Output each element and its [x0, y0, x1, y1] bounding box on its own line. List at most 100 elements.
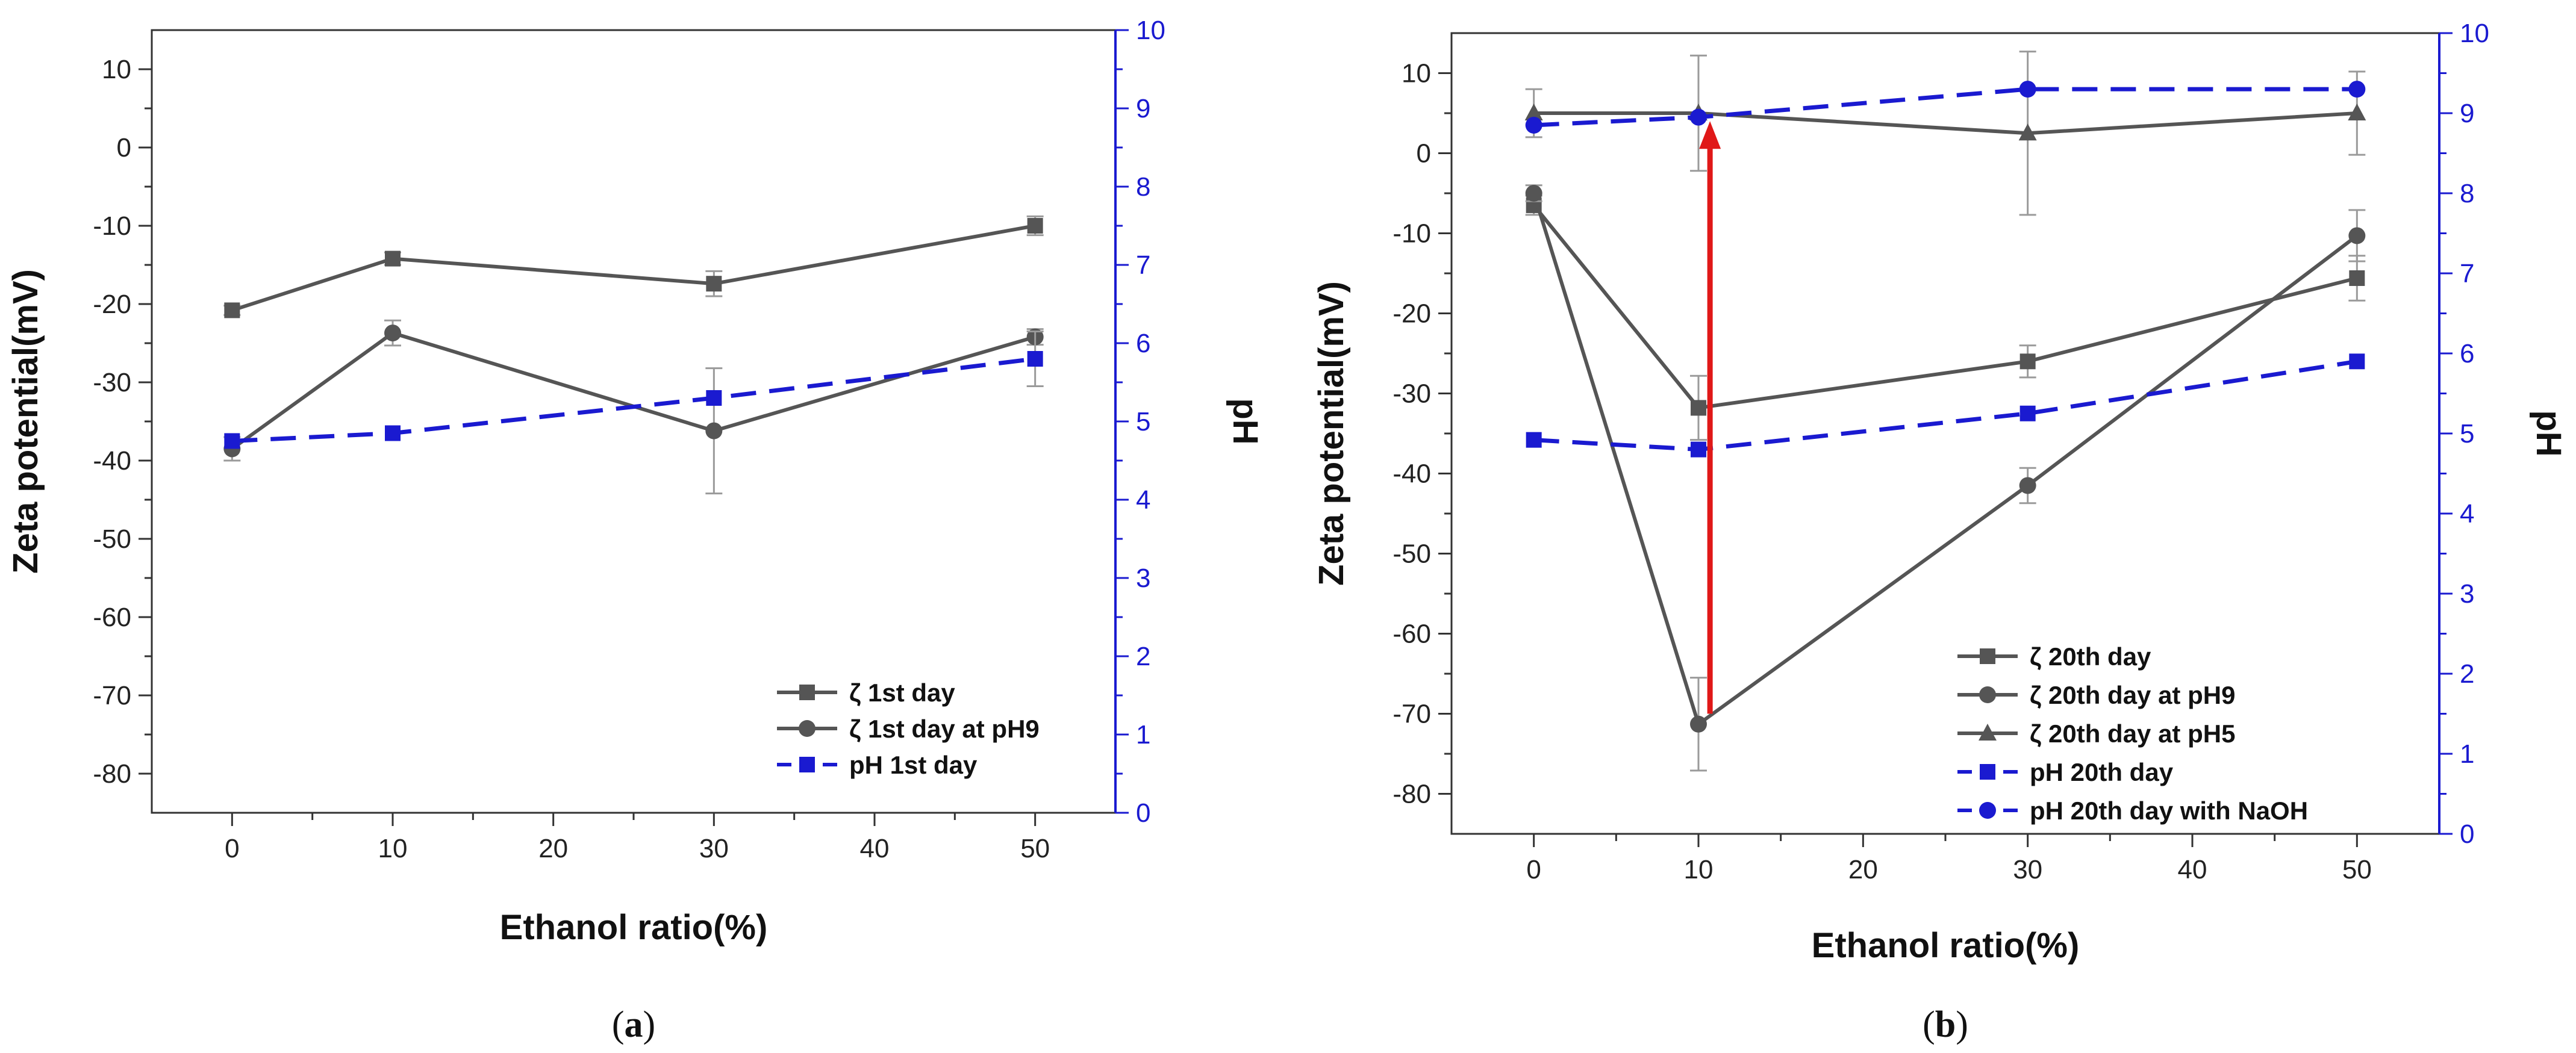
legend-label: ζ 20th day [2030, 642, 2151, 671]
series-2 [224, 331, 1044, 449]
y-right-tick-label: 2 [2460, 659, 2474, 689]
series-line [232, 356, 1036, 443]
series-0 [1525, 194, 2366, 441]
x-tick-label: 10 [378, 834, 408, 863]
plot-frame [1450, 32, 2440, 835]
y-right-tick-label: 1 [1136, 720, 1150, 750]
panel-caption: (b) [1923, 1004, 1968, 1045]
legend-label: ζ 1st day [849, 679, 955, 707]
y-tick-label: -60 [1392, 620, 1431, 649]
legend-label: ζ 20th day at pH5 [2030, 719, 2235, 748]
caption-letter: a [625, 1004, 643, 1045]
y-right-tick-label: 6 [2460, 339, 2474, 368]
y-right-tick-label: 7 [1136, 250, 1150, 280]
legend-marker [1979, 724, 1997, 741]
x-tick-label: 0 [1526, 855, 1541, 884]
y-tick-label: -10 [1392, 219, 1431, 249]
y-tick-label: -70 [1392, 700, 1431, 729]
data-point [1525, 185, 1542, 202]
data-point [1027, 218, 1043, 234]
x-tick-label: 40 [2178, 855, 2207, 884]
y-tick-label: -80 [93, 759, 131, 789]
series-line [1532, 193, 2359, 727]
y-right-tick-label: 9 [1136, 94, 1150, 123]
series-line [1533, 111, 2357, 135]
y-tick-label: -50 [93, 524, 131, 554]
y-tick-label: -20 [93, 290, 131, 319]
legend-marker [1980, 648, 1995, 664]
data-point [2019, 81, 2036, 98]
y-tick-label: -70 [93, 681, 131, 710]
y-axis-title-right: pH [1226, 398, 1265, 444]
data-point [1690, 108, 1707, 126]
series-2 [1524, 51, 2366, 216]
series-0 [223, 215, 1044, 318]
y-right-tick-label: 10 [2460, 19, 2489, 48]
y-right-tick-label: 4 [1136, 485, 1150, 515]
red-arrow-head [1699, 121, 1721, 149]
y-right-tick-label: 4 [2460, 499, 2474, 529]
y-axis-title: Zeta potential(mV) [1312, 281, 1351, 586]
legend-marker [1980, 764, 1995, 780]
caption-letter: b [1935, 1004, 1956, 1045]
data-point [2349, 270, 2365, 286]
y-tick-label: -40 [1392, 459, 1431, 489]
plot-frame [151, 29, 1117, 814]
data-point [1691, 400, 1706, 416]
legend-item: ζ 20th day at pH5 [1957, 719, 2235, 748]
data-point [2348, 227, 2366, 244]
legend-label: pH 1st day [849, 751, 978, 779]
series-line [1533, 359, 2357, 452]
series-1 [1525, 184, 2366, 772]
series-group [1524, 51, 2366, 772]
y-tick-label: -30 [1392, 379, 1431, 409]
y-tick-label: 0 [117, 133, 131, 163]
x-tick-label: 40 [860, 834, 890, 863]
chart-panel-a: 0 10 20 30 40 50 100-10-20-30-40-50-60-70-80 … [6, 16, 1265, 1045]
y-right-tick-label: 3 [1136, 564, 1150, 593]
y-axis-title: Zeta potential(mV) [6, 269, 45, 574]
data-point [1525, 116, 1542, 134]
data-point [706, 390, 722, 406]
x-ticks: 0 10 20 30 40 50 [225, 813, 1050, 863]
legend-item: pH 20th day [1957, 758, 2174, 786]
y-right-tick-label: 5 [2460, 419, 2474, 449]
caption-open: ( [1923, 1004, 1935, 1045]
y-axis-title-right: pH [2529, 410, 2568, 456]
x-tick-label: 10 [1684, 855, 1714, 884]
data-point [2019, 353, 2036, 370]
y-right-tick-label: 2 [1136, 642, 1150, 671]
y-tick-label: 0 [1417, 139, 1431, 169]
caption-close: ) [643, 1004, 656, 1045]
legend-label: ζ 20th day at pH9 [2030, 681, 2235, 709]
data-point [224, 433, 240, 449]
legend: ζ 1st day ζ 1st day at pH9 pH 1st day [777, 679, 1040, 779]
legend-label: pH 20th day with NaOH [2030, 797, 2308, 825]
legend-label: ζ 1st day at pH9 [849, 715, 1040, 743]
y-tick-label: -80 [1392, 780, 1431, 809]
y-right-tick-label: 8 [2460, 179, 2474, 208]
y-right-tick-label: 6 [1136, 329, 1150, 358]
x-tick-label: 0 [225, 834, 239, 863]
caption-open: ( [612, 1004, 625, 1045]
y-right-tick-label: 9 [2460, 99, 2474, 128]
y-tick-label: -20 [1392, 299, 1431, 329]
series-group [223, 215, 1044, 495]
legend-item: pH 1st day [777, 751, 978, 779]
y-right-tick-label: 7 [2460, 259, 2474, 288]
legend-marker [799, 720, 816, 737]
series-line [1532, 204, 2358, 410]
y-tick-label: -10 [93, 211, 131, 241]
data-point [2348, 81, 2366, 98]
series-3 [1526, 353, 2365, 458]
series-4 [1525, 81, 2366, 134]
data-point [2018, 123, 2037, 141]
legend-item: ζ 20th day [1957, 642, 2151, 671]
x-tick-label: 30 [2013, 855, 2042, 884]
x-tick-label: 20 [1848, 855, 1878, 884]
data-point [224, 302, 240, 318]
x-axis-title: Ethanol ratio(%) [1812, 926, 2080, 965]
legend-item: ζ 20th day at pH9 [1957, 681, 2235, 709]
data-point [2019, 405, 2036, 421]
